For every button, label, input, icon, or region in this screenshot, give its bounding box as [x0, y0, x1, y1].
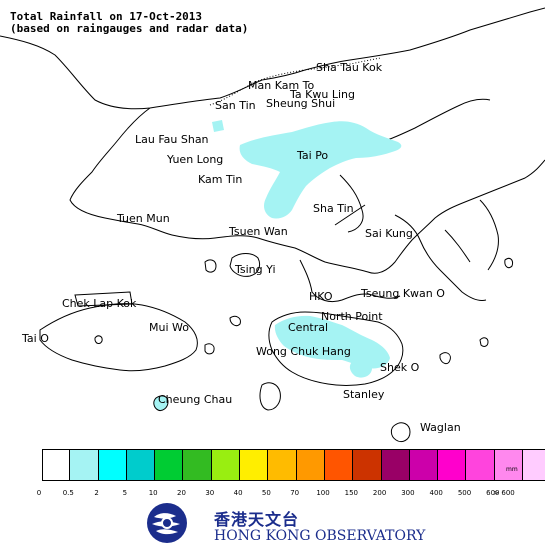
label-san-tin: San Tin — [215, 99, 256, 112]
label-waglan: Waglan — [420, 421, 461, 434]
legend-tick-label: 200 — [372, 489, 387, 497]
kowloon-coast — [299, 259, 401, 303]
legend-tick-label: 50 — [261, 489, 271, 497]
cheung-chau — [153, 395, 169, 411]
label-lau-fau-shan: Lau Fau Shan — [135, 133, 209, 146]
legend-tick-label: 500 — [457, 489, 472, 497]
map-title: Total Rainfall on 17-Oct-2013 — [10, 10, 203, 23]
label-stanley: Stanley — [343, 388, 385, 401]
legend-swatch — [353, 449, 382, 481]
label-chek-lap-kok: Chek Lap Kok — [62, 297, 137, 310]
label-tseung-kwan-o: Tseung Kwan O — [361, 287, 445, 300]
sha-tin-road — [334, 204, 366, 226]
islet-west — [94, 315, 241, 344]
airport-island — [74, 291, 133, 307]
legend-tick-label: 400 — [429, 489, 443, 497]
label-north-point: North Point — [321, 310, 383, 323]
label-hko: HKO — [309, 290, 333, 303]
label-sheung-shui: Sheung Shui — [266, 97, 336, 110]
legend-swatch — [240, 449, 269, 481]
label-yuen-long: Yuen Long — [167, 153, 224, 166]
legend-swatch — [296, 449, 325, 481]
org-name-english: HONG KONG OBSERVATORY — [214, 528, 426, 544]
label-cheung-chau: Cheung Chau — [158, 393, 233, 406]
label-mui-wo: Mui Wo — [149, 321, 189, 334]
ma-wan — [204, 259, 217, 273]
label-sha-tau-kok: Sha Tau Kok — [316, 61, 383, 74]
label-ta-kwu-ling: Ta Kwu Ling — [290, 88, 355, 101]
rainfall-legend — [42, 449, 545, 481]
label-tuen-mun: Tuen Mun — [117, 212, 170, 225]
legend-swatch — [268, 449, 297, 481]
label-man-kam-to: Man Kam To — [248, 79, 315, 92]
legend-swatch — [438, 449, 467, 481]
legend-swatch — [466, 449, 495, 481]
legend-swatch — [324, 449, 354, 481]
org-name-chinese: 香港天文台 — [214, 510, 300, 529]
rain-region-shek-o — [349, 360, 372, 378]
label-wong-chuk-hang: Wong Chuk Hang — [256, 345, 351, 358]
legend-swatch — [183, 449, 212, 481]
label-shek-o: Shek O — [380, 361, 420, 374]
legend-tick-label: 300 — [401, 489, 415, 497]
legend-tick-label: 150 — [344, 489, 358, 497]
hong-kong-island — [268, 311, 404, 386]
legend-tick-label: 10 — [148, 489, 158, 497]
legend-tick-label: 600 — [486, 489, 500, 497]
islet-east — [439, 257, 513, 365]
legend-swatch — [98, 449, 127, 481]
rain-region-island — [274, 315, 390, 369]
legend-swatch — [42, 449, 71, 481]
legend-tick-label: 5 — [122, 489, 128, 497]
label-tai-o: Tai O — [22, 332, 49, 345]
legend-tick-label: 0 — [36, 489, 42, 497]
legend-tick-label: 70 — [290, 489, 300, 497]
legend-swatch — [523, 449, 545, 481]
rain-region-tai-po — [239, 121, 402, 219]
northern-coastline — [0, 7, 545, 110]
hko-logo-icon — [147, 503, 187, 543]
map-subtitle: (based on raingauges and radar data) — [10, 22, 249, 35]
tsing-yi — [229, 253, 261, 277]
legend-tick-label: 2 — [94, 489, 99, 497]
label-kam-tin: Kam Tin — [198, 173, 243, 186]
label-central: Central — [288, 321, 329, 334]
label-tai-po: Tai Po — [297, 149, 329, 162]
label-tsuen-wan: Tsuen Wan — [229, 225, 288, 238]
legend-tick-label: 40 — [233, 489, 243, 497]
legend-tick-label: > 600 — [493, 489, 515, 497]
legend-tick-label: 0.5 — [62, 489, 74, 497]
label-tsing-yi: Tsing Yi — [235, 263, 276, 276]
po-toi — [390, 422, 411, 443]
legend-unit: mm — [506, 466, 518, 473]
legend-swatch — [211, 449, 241, 481]
legend-swatch — [155, 449, 184, 481]
lamma-island — [259, 382, 281, 411]
nt-coastline — [69, 107, 545, 274]
label-sai-kung: Sai Kung — [365, 227, 413, 240]
lantau-island — [39, 303, 198, 372]
legend-swatch — [409, 449, 439, 481]
rain-region-north — [212, 120, 224, 132]
legend-tick-label: 30 — [205, 489, 215, 497]
legend-swatch — [126, 449, 156, 481]
legend-swatch — [381, 449, 410, 481]
legend-tick-label: 20 — [177, 489, 186, 497]
peng-chau — [204, 343, 215, 355]
label-sha-tin: Sha Tin — [313, 202, 354, 215]
sai-kung-coast — [394, 199, 499, 301]
legend-swatch — [494, 449, 524, 481]
legend-swatch — [70, 449, 99, 481]
shenzhen-dotted-border — [209, 57, 381, 106]
legend-tick-label: 100 — [316, 489, 330, 497]
